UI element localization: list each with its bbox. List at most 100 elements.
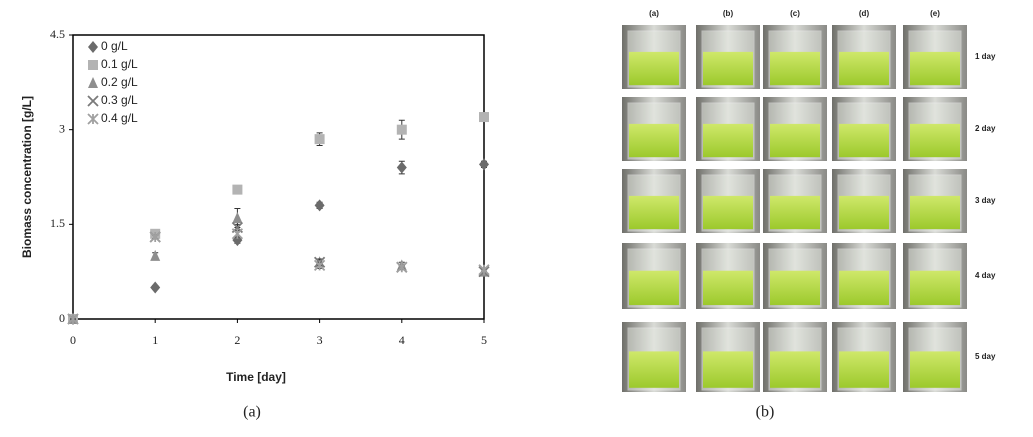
x-tick-label: 2	[234, 333, 240, 347]
x-axis-label: Time [day]	[226, 370, 286, 384]
photo	[696, 25, 760, 89]
marker	[313, 259, 326, 271]
culture	[910, 195, 960, 230]
photo	[622, 25, 686, 89]
column-label: (c)	[790, 9, 800, 18]
legend-label: 0.2 g/L	[101, 75, 138, 89]
marker	[314, 199, 325, 212]
culture	[703, 51, 753, 86]
row-label: 5 day	[975, 352, 996, 361]
culture	[839, 123, 889, 158]
marker	[67, 313, 79, 325]
photo	[696, 322, 760, 392]
row-label: 2 day	[975, 124, 996, 133]
photo	[832, 25, 896, 89]
culture	[910, 351, 960, 388]
photo	[832, 322, 896, 392]
column-label: (b)	[723, 9, 734, 18]
plot-frame	[72, 34, 485, 320]
culture	[629, 123, 679, 158]
column-label: (a)	[649, 9, 659, 18]
photo	[696, 243, 760, 309]
culture	[910, 123, 960, 158]
culture	[839, 51, 889, 86]
x-tick-label: 5	[481, 333, 487, 347]
column-label: (d)	[859, 9, 870, 18]
column-label: (e)	[930, 9, 940, 18]
culture	[629, 51, 679, 86]
photo	[763, 97, 827, 161]
marker	[396, 124, 407, 135]
photo	[903, 169, 967, 233]
caption: (a)	[243, 404, 261, 421]
marker	[232, 184, 243, 195]
photo	[622, 97, 686, 161]
photo	[903, 243, 967, 309]
photo	[763, 169, 827, 233]
caption: (b)	[756, 404, 775, 421]
photo	[622, 322, 686, 392]
marker	[149, 231, 161, 243]
y-tick-label: 3	[59, 121, 65, 135]
photo	[763, 25, 827, 89]
legend-label: 0.3 g/L	[101, 93, 138, 107]
marker	[479, 112, 489, 123]
legend-label: 0 g/L	[101, 39, 128, 53]
photo	[903, 322, 967, 392]
culture	[703, 123, 753, 158]
photo	[903, 97, 967, 161]
photo	[696, 97, 760, 161]
x-tick-label: 3	[317, 333, 323, 347]
photo	[832, 97, 896, 161]
y-axis-label: Biomass concentration [g/L]	[20, 96, 34, 258]
marker	[232, 212, 243, 224]
row-label: 4 day	[975, 271, 996, 280]
x-tick-label: 0	[70, 333, 76, 347]
marker	[396, 161, 407, 174]
x-tick-label: 4	[399, 333, 405, 347]
marker	[478, 264, 490, 276]
marker	[150, 281, 161, 294]
marker	[88, 41, 98, 53]
culture	[910, 270, 960, 306]
culture	[629, 351, 679, 388]
marker	[396, 261, 408, 273]
culture	[770, 51, 820, 86]
y-tick-label: 4.5	[50, 27, 65, 41]
marker	[87, 95, 99, 107]
marker	[314, 134, 325, 145]
culture	[629, 195, 679, 230]
marker	[88, 77, 98, 88]
culture	[839, 195, 889, 230]
marker	[231, 228, 244, 240]
photo	[622, 243, 686, 309]
culture	[629, 270, 679, 306]
legend-label: 0.1 g/L	[101, 57, 138, 71]
culture	[770, 270, 820, 306]
legend-label: 0.4 g/L	[101, 111, 138, 125]
photo	[903, 25, 967, 89]
culture	[770, 195, 820, 230]
culture	[703, 195, 753, 230]
row-label: 1 day	[975, 52, 996, 61]
photo	[763, 322, 827, 392]
photo	[763, 243, 827, 309]
culture	[703, 351, 753, 388]
photo	[622, 169, 686, 233]
culture	[770, 123, 820, 158]
marker	[88, 60, 98, 70]
photo	[696, 169, 760, 233]
culture	[770, 351, 820, 388]
culture	[839, 351, 889, 388]
culture	[703, 270, 753, 306]
culture	[910, 51, 960, 86]
row-label: 3 day	[975, 196, 996, 205]
y-tick-label: 0	[59, 311, 65, 325]
x-tick-label: 1	[152, 333, 158, 347]
marker	[87, 113, 99, 125]
culture	[839, 270, 889, 306]
marker	[479, 158, 489, 171]
marker	[150, 249, 161, 261]
y-tick-label: 1.5	[50, 216, 65, 230]
